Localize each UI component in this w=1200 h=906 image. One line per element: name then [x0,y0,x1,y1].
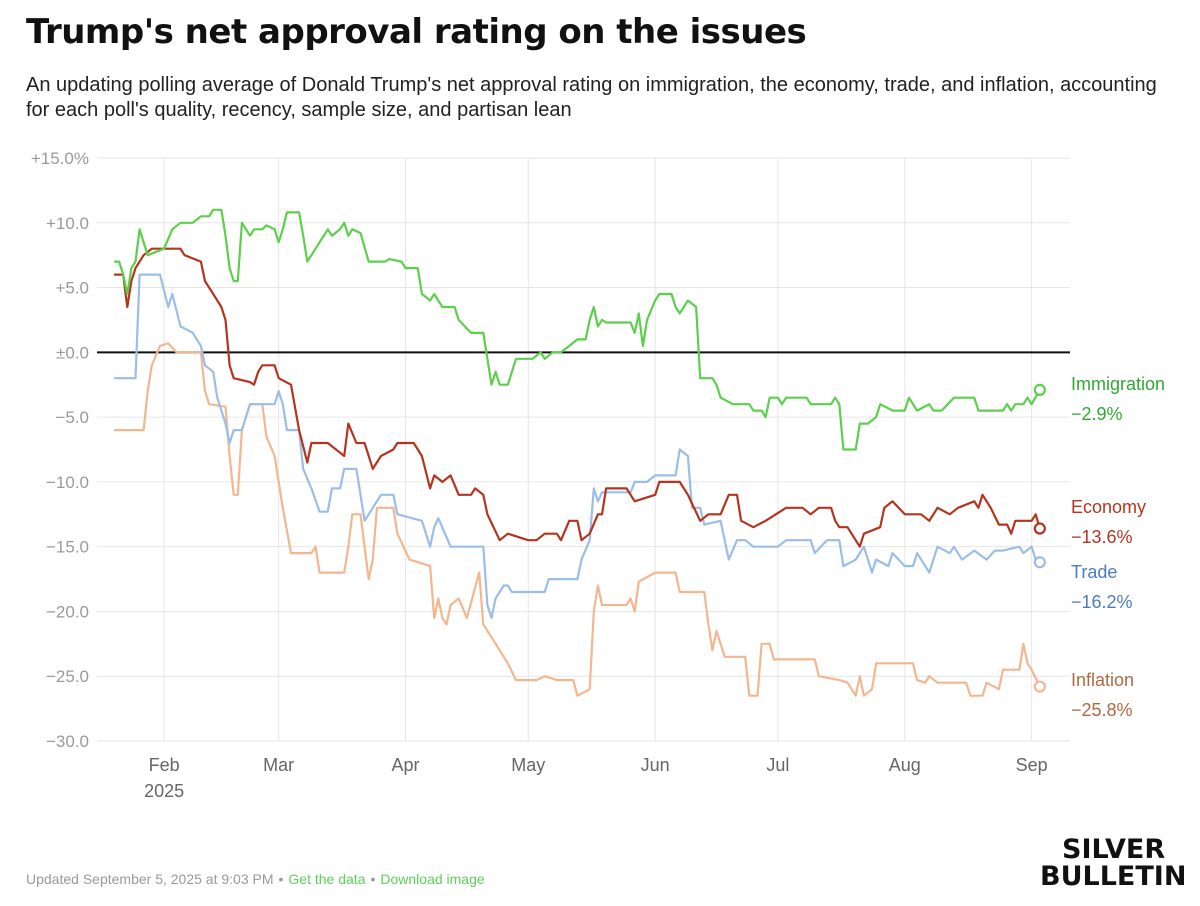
footer-separator: • [274,871,289,887]
series-value-label-immigration: −2.9% [1071,404,1123,424]
x-tick-label: Feb [149,755,180,775]
series-name-label-inflation: Inflation [1071,670,1134,690]
series-value-label-inflation: −25.8% [1071,700,1133,720]
y-tick-label: +15.0% [31,149,89,168]
series-line-trade [115,275,1040,618]
y-tick-label: +5.0 [55,279,89,298]
y-tick-label: −5.0 [55,408,89,427]
y-tick-label: ±0.0 [56,343,89,362]
series-name-label-immigration: Immigration [1071,374,1165,394]
y-tick-label: −15.0 [46,538,89,557]
series-lines [115,210,1045,696]
logo-line-2: BULLETIN [1040,863,1186,890]
end-marker-inflation [1035,682,1045,692]
end-marker-immigration [1035,385,1045,395]
x-tick-year-label: 2025 [144,781,184,801]
grid [97,158,1070,741]
logo-line-1: SILVER [1040,836,1186,863]
footer: Updated September 5, 2025 at 9:03 PM • Get… [26,871,485,887]
download-image-link[interactable]: Download image [380,871,484,887]
x-tick-label: Jun [641,755,670,775]
silver-bulletin-logo: SILVER BULLETIN [1040,836,1186,890]
get-data-link[interactable]: Get the data [288,871,365,887]
footer-separator: • [365,871,380,887]
series-line-immigration [115,210,1040,450]
series-end-labels: Inflation −25.8% Trade −16.2% Economy −13.6% I… [1071,374,1165,720]
y-tick-label: −25.0 [46,667,89,686]
y-tick-label: −10.0 [46,473,89,492]
updated-timestamp: Updated September 5, 2025 at 9:03 PM [26,871,274,887]
series-name-label-trade: Trade [1071,562,1117,582]
x-tick-label: Jul [766,755,789,775]
y-tick-label: −20.0 [46,602,89,621]
x-tick-label: Sep [1016,755,1048,775]
x-tick-label: May [511,755,545,775]
series-line-inflation [115,343,1040,695]
end-marker-trade [1035,557,1045,567]
x-tick-label: Mar [263,755,294,775]
axes: +15.0% +10.0 +5.0 ±0.0 −5.0 −10.0 −15.0 −20.0 −2… [31,149,1070,801]
series-value-label-trade: −16.2% [1071,592,1133,612]
series-value-label-economy: −13.6% [1071,527,1133,547]
x-tick-label: Aug [889,755,921,775]
y-tick-label: −30.0 [46,732,89,751]
x-tick-label: Apr [392,755,420,775]
end-marker-economy [1035,524,1045,534]
series-name-label-economy: Economy [1071,497,1146,517]
y-tick-label: +10.0 [46,214,89,233]
series-line-economy [115,249,1040,547]
